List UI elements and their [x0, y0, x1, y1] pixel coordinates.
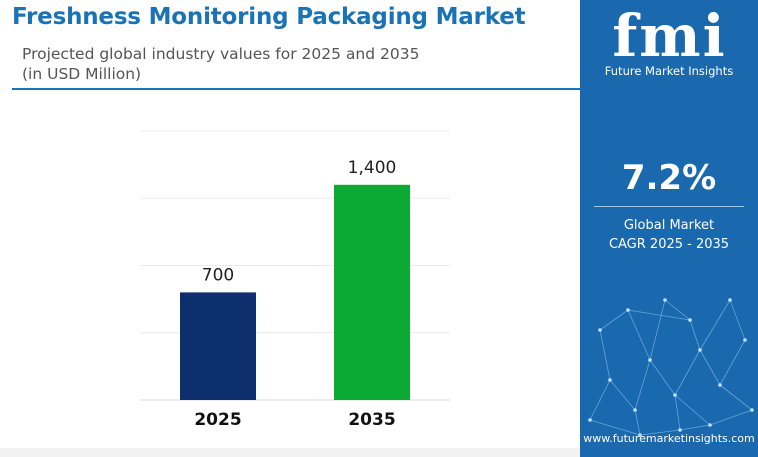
header-divider: [12, 88, 580, 90]
network-link: [719, 339, 746, 386]
sidebar-panel: fmi Future Market Insights 7.2% Global M…: [580, 0, 758, 457]
network-node: [663, 298, 667, 302]
x-tick-label: 2035: [348, 410, 395, 430]
x-tick-label: 2025: [194, 410, 241, 430]
network-node: [708, 423, 712, 427]
network-link: [599, 329, 611, 381]
network-node: [626, 308, 630, 312]
cagr-value: 7.2%: [621, 158, 717, 198]
network-node: [678, 428, 682, 432]
network-node: [638, 433, 642, 437]
network-link: [674, 394, 681, 431]
network-link: [679, 424, 711, 431]
network-node: [608, 378, 612, 382]
bar-2035: [334, 184, 410, 400]
network-link: [639, 429, 681, 436]
network-node: [688, 318, 692, 322]
network-link: [699, 299, 731, 351]
subtitle-line-2: (in USD Million): [22, 65, 142, 83]
network-link: [664, 299, 691, 321]
network-node: [743, 338, 747, 342]
network-node: [648, 358, 652, 362]
subtitle-line-1: Projected global industry values for 202…: [22, 45, 420, 63]
network-link: [589, 379, 611, 421]
cagr-label: Global Market CAGR 2025 - 2035: [580, 216, 758, 254]
network-link: [699, 349, 721, 386]
bottom-strip: [0, 448, 580, 457]
network-link: [589, 419, 641, 436]
network-link: [689, 319, 701, 351]
cagr-divider: [594, 206, 744, 207]
network-link: [634, 409, 641, 436]
network-link: [649, 299, 666, 361]
network-link: [634, 359, 651, 411]
network-node: [673, 393, 677, 397]
bar-2025: [180, 292, 256, 400]
fmi-logo: fmi: [612, 2, 727, 70]
network-node: [718, 383, 722, 387]
chart-subtitle: Projected global industry values for 202…: [22, 44, 419, 84]
network-link: [674, 349, 701, 396]
network-node: [750, 408, 754, 412]
network-link: [609, 379, 636, 411]
network-link: [729, 299, 746, 341]
logo-caption: Future Market Insights: [604, 64, 734, 78]
chart-panel: Freshness Monitoring Packaging Market Pr…: [0, 4, 580, 457]
network-link: [674, 394, 711, 426]
cagr-label-line-1: Global Market: [623, 218, 715, 233]
network-link: [599, 309, 629, 331]
data-label: 700: [202, 265, 234, 285]
network-node: [633, 408, 637, 412]
network-node: [588, 418, 592, 422]
website-link[interactable]: www.futuremarketinsights.com: [583, 432, 755, 445]
network-link: [719, 384, 753, 411]
data-label: 1,400: [348, 158, 397, 178]
bar-chart: 700 2025 1,400 2035: [140, 130, 450, 430]
network-graphic: [588, 298, 754, 437]
network-node: [698, 348, 702, 352]
cagr-label-line-2: CAGR 2025 - 2035: [608, 237, 730, 252]
page-title: Freshness Monitoring Packaging Market: [12, 4, 526, 30]
network-link: [649, 359, 676, 396]
network-link: [627, 309, 651, 361]
network-link: [627, 309, 691, 321]
network-node: [728, 298, 732, 302]
network-node: [598, 328, 602, 332]
network-link: [709, 409, 753, 426]
